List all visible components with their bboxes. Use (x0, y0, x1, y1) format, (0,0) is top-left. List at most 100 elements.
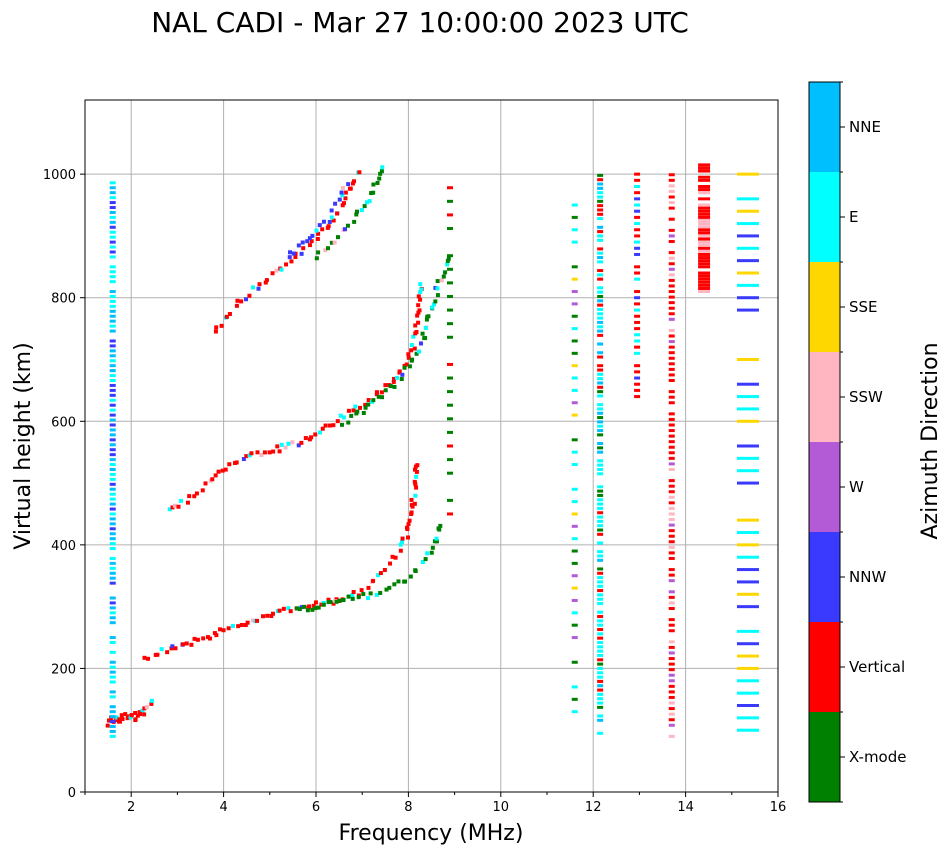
echo-column-mark (109, 408, 116, 412)
echo-mark (255, 450, 260, 455)
echo-column-mark (668, 556, 675, 560)
echo-mark (144, 705, 149, 710)
echo-mark (392, 582, 397, 587)
echo-column-mark (109, 379, 116, 383)
echo-mark (339, 422, 344, 427)
echo-mark (393, 555, 398, 560)
echo-column-mark (736, 209, 759, 213)
echo-mark (431, 302, 436, 307)
echo-mark (329, 208, 334, 213)
echo-mark (405, 525, 410, 530)
echo-column-mark (698, 256, 711, 260)
colorbar-segment (809, 352, 840, 442)
echo-column-mark (597, 234, 604, 238)
echo-mark (397, 369, 402, 374)
echo-mark (420, 331, 425, 336)
echo-column-mark (698, 218, 711, 222)
echo-mark (414, 474, 419, 479)
echo-column-mark (109, 606, 116, 610)
echo-column-mark (571, 314, 578, 318)
echo-mark (368, 591, 373, 596)
echo-column-mark (446, 512, 453, 516)
echo-mark (155, 652, 160, 657)
echo-column-mark (597, 307, 604, 311)
echo-column-mark (571, 228, 578, 232)
echo-column-mark (109, 423, 116, 427)
echo-column-mark (109, 616, 116, 620)
echo-mark (264, 278, 269, 283)
echo-column-mark (597, 420, 604, 424)
echo-column-mark (597, 632, 604, 636)
echo-mark (307, 604, 312, 609)
echo-mark (371, 578, 376, 583)
echo-column-mark (597, 199, 604, 203)
echo-mark (424, 317, 429, 322)
echo-mark (323, 423, 328, 428)
echo-column-mark (698, 271, 711, 275)
echo-mark (418, 290, 423, 295)
echo-column-mark (597, 364, 604, 368)
echo-column-mark (597, 407, 604, 411)
echo-column-mark (698, 215, 711, 219)
echo-column-mark (736, 716, 759, 720)
echo-mark (307, 236, 312, 241)
echo-mark (379, 390, 384, 395)
echo-mark (413, 493, 418, 498)
echo-mark (407, 518, 412, 523)
echo-mark (212, 631, 217, 636)
echo-mark (327, 219, 332, 224)
echo-column-mark (597, 260, 604, 264)
echo-mark (413, 323, 418, 328)
echo-column-mark (698, 166, 711, 170)
echo-column-mark (109, 492, 116, 496)
echo-column-mark (634, 172, 641, 176)
echo-column-mark (571, 364, 578, 368)
echo-column-mark (109, 467, 116, 471)
echo-mark (398, 548, 403, 553)
echo-column-mark (668, 590, 675, 594)
x-tick-label: 10 (493, 800, 510, 815)
echo-column-mark (597, 554, 604, 558)
echo-column-mark (736, 382, 759, 386)
echo-mark (413, 331, 418, 336)
echo-mark (331, 423, 336, 428)
echo-column-mark (736, 568, 759, 572)
echo-column-mark (668, 684, 675, 688)
echo-mark (269, 614, 274, 619)
echo-mark (251, 285, 256, 290)
echo-column-mark (597, 342, 604, 346)
echo-column-mark (634, 327, 641, 331)
echo-mark (420, 559, 425, 564)
echo-column-mark (597, 645, 604, 649)
echo-column-mark (597, 316, 604, 320)
echo-mark (371, 182, 376, 187)
echo-column-mark (597, 394, 604, 398)
echo-column-mark (668, 595, 675, 599)
echo-column-mark (109, 191, 116, 195)
echo-mark (351, 408, 356, 413)
echo-column-mark (597, 208, 604, 212)
echo-column-mark (109, 201, 116, 205)
echo-column-mark (668, 445, 675, 449)
echo-column-mark (668, 328, 675, 332)
echo-column-mark (109, 369, 116, 373)
echo-column-mark (698, 231, 711, 235)
echo-column-mark (698, 286, 711, 290)
echo-column-mark (668, 273, 675, 277)
echo-column-mark (698, 283, 711, 287)
x-tick-label: 12 (585, 800, 602, 815)
echo-column-mark (668, 178, 675, 182)
echo-column-mark (109, 275, 116, 279)
echo-mark (243, 623, 248, 628)
echo-mark (227, 312, 232, 317)
echo-column-mark (597, 225, 604, 229)
echo-column-mark (736, 704, 759, 707)
x-tick-label: 2 (127, 800, 135, 815)
echo-column-mark (668, 345, 675, 349)
echo-column-mark (597, 584, 604, 588)
echo-column-mark (668, 440, 675, 444)
y-tick-label: 800 (51, 292, 76, 307)
echo-column-mark (109, 196, 116, 200)
echo-column-mark (668, 262, 675, 266)
echo-column-mark (668, 573, 675, 577)
